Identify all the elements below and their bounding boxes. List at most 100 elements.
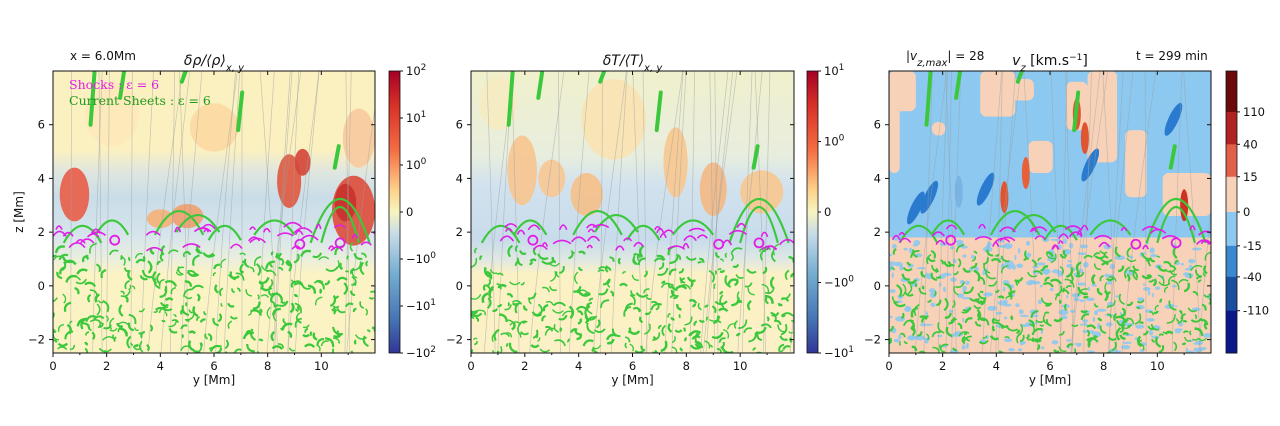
downflow-speck bbox=[1068, 242, 1074, 249]
field-line bbox=[147, 71, 183, 353]
current-sheet bbox=[719, 258, 725, 262]
x-tick-label: 2 bbox=[521, 359, 528, 373]
upflow-region bbox=[931, 122, 946, 136]
current-sheet bbox=[271, 345, 283, 350]
current-sheet bbox=[1118, 265, 1125, 273]
current-sheet bbox=[650, 303, 662, 311]
current-sheet bbox=[904, 291, 914, 297]
current-sheet bbox=[81, 255, 87, 263]
current-sheet bbox=[606, 338, 615, 345]
downflow-speck bbox=[1004, 316, 1008, 320]
current-sheet bbox=[1172, 246, 1178, 259]
shock-front bbox=[1120, 227, 1128, 232]
downflow-speck bbox=[1103, 244, 1112, 250]
current-sheet bbox=[679, 347, 683, 352]
current-sheet bbox=[1208, 292, 1211, 299]
current-sheet bbox=[911, 345, 918, 352]
y-tick-label: 4 bbox=[456, 171, 463, 185]
current-sheet bbox=[185, 319, 190, 323]
current-sheet-arc bbox=[320, 206, 360, 244]
current-sheet bbox=[636, 253, 641, 259]
current-sheet-vertical bbox=[506, 71, 515, 127]
shock-front bbox=[1189, 225, 1196, 231]
shock-front bbox=[587, 228, 595, 233]
current-sheet bbox=[1203, 265, 1208, 275]
current-sheet bbox=[576, 334, 583, 341]
current-sheet bbox=[577, 310, 584, 316]
colorbar-tick-label: −102 bbox=[406, 345, 436, 360]
current-sheet bbox=[219, 287, 224, 297]
current-sheet bbox=[1115, 326, 1122, 341]
colorbar-frame bbox=[806, 70, 819, 354]
shock-loop bbox=[713, 238, 725, 250]
current-sheet-vertical bbox=[1168, 144, 1177, 170]
current-sheet bbox=[903, 340, 908, 344]
current-sheet bbox=[637, 257, 646, 266]
current-sheet bbox=[98, 322, 104, 328]
current-sheet bbox=[539, 348, 551, 353]
current-sheet bbox=[209, 344, 222, 353]
current-sheet bbox=[1099, 325, 1107, 334]
current-sheet bbox=[921, 285, 925, 290]
current-sheet bbox=[123, 267, 129, 273]
current-sheet bbox=[777, 302, 783, 307]
current-sheet bbox=[927, 257, 936, 263]
downflow-speck bbox=[893, 261, 903, 267]
shock-front bbox=[541, 241, 549, 247]
shock-loop bbox=[945, 234, 957, 246]
downflow-speck bbox=[912, 243, 918, 247]
downflow-speck bbox=[1032, 280, 1041, 285]
shock-front bbox=[1080, 224, 1089, 231]
current-sheet bbox=[171, 319, 180, 324]
current-sheet bbox=[1150, 258, 1156, 263]
current-sheet bbox=[164, 280, 178, 287]
current-sheet bbox=[1069, 274, 1074, 284]
current-sheet bbox=[109, 327, 118, 332]
current-sheet bbox=[295, 308, 299, 312]
current-sheet bbox=[1099, 274, 1104, 282]
current-sheet bbox=[730, 252, 734, 262]
downflow-speck bbox=[1032, 265, 1039, 269]
current-sheet bbox=[964, 317, 973, 324]
current-sheet bbox=[657, 267, 669, 276]
downflow-speck bbox=[1018, 348, 1023, 352]
current-sheet bbox=[529, 258, 537, 263]
current-sheet bbox=[1181, 342, 1187, 346]
current-sheet bbox=[208, 346, 214, 350]
current-sheet bbox=[661, 324, 667, 337]
current-sheet bbox=[953, 271, 959, 276]
current-sheet bbox=[288, 347, 296, 352]
current-sheet bbox=[1015, 279, 1019, 287]
current-sheet bbox=[698, 319, 705, 323]
current-sheet bbox=[578, 250, 586, 255]
downflow-speck bbox=[1082, 319, 1089, 323]
current-sheet bbox=[85, 331, 90, 336]
current-sheet bbox=[1159, 298, 1163, 304]
current-sheet bbox=[113, 336, 117, 342]
current-sheet bbox=[76, 318, 88, 327]
downflow-speck bbox=[983, 292, 993, 297]
current-sheet bbox=[271, 307, 281, 316]
current-sheet bbox=[935, 275, 942, 279]
current-sheet bbox=[362, 335, 369, 347]
current-sheet bbox=[239, 252, 246, 256]
vz-patch bbox=[1180, 189, 1189, 222]
current-sheet-arc bbox=[513, 219, 548, 236]
x-tick-label: 8 bbox=[683, 359, 690, 373]
shock-front bbox=[586, 235, 601, 242]
current-sheet bbox=[176, 266, 185, 272]
downflow-speck bbox=[1142, 252, 1146, 255]
current-sheet bbox=[1178, 278, 1189, 284]
shock-front bbox=[623, 237, 633, 242]
current-sheet bbox=[324, 337, 335, 348]
downflow-speck bbox=[1066, 339, 1072, 342]
field-line bbox=[1070, 71, 1101, 353]
current-sheet bbox=[133, 327, 139, 332]
current-sheet bbox=[944, 312, 952, 319]
current-sheet bbox=[152, 270, 158, 285]
current-sheet bbox=[212, 317, 219, 327]
downflow-speck bbox=[1076, 344, 1081, 347]
current-sheet bbox=[917, 331, 923, 337]
downflow-speck bbox=[1051, 340, 1059, 345]
current-sheet bbox=[699, 257, 705, 263]
